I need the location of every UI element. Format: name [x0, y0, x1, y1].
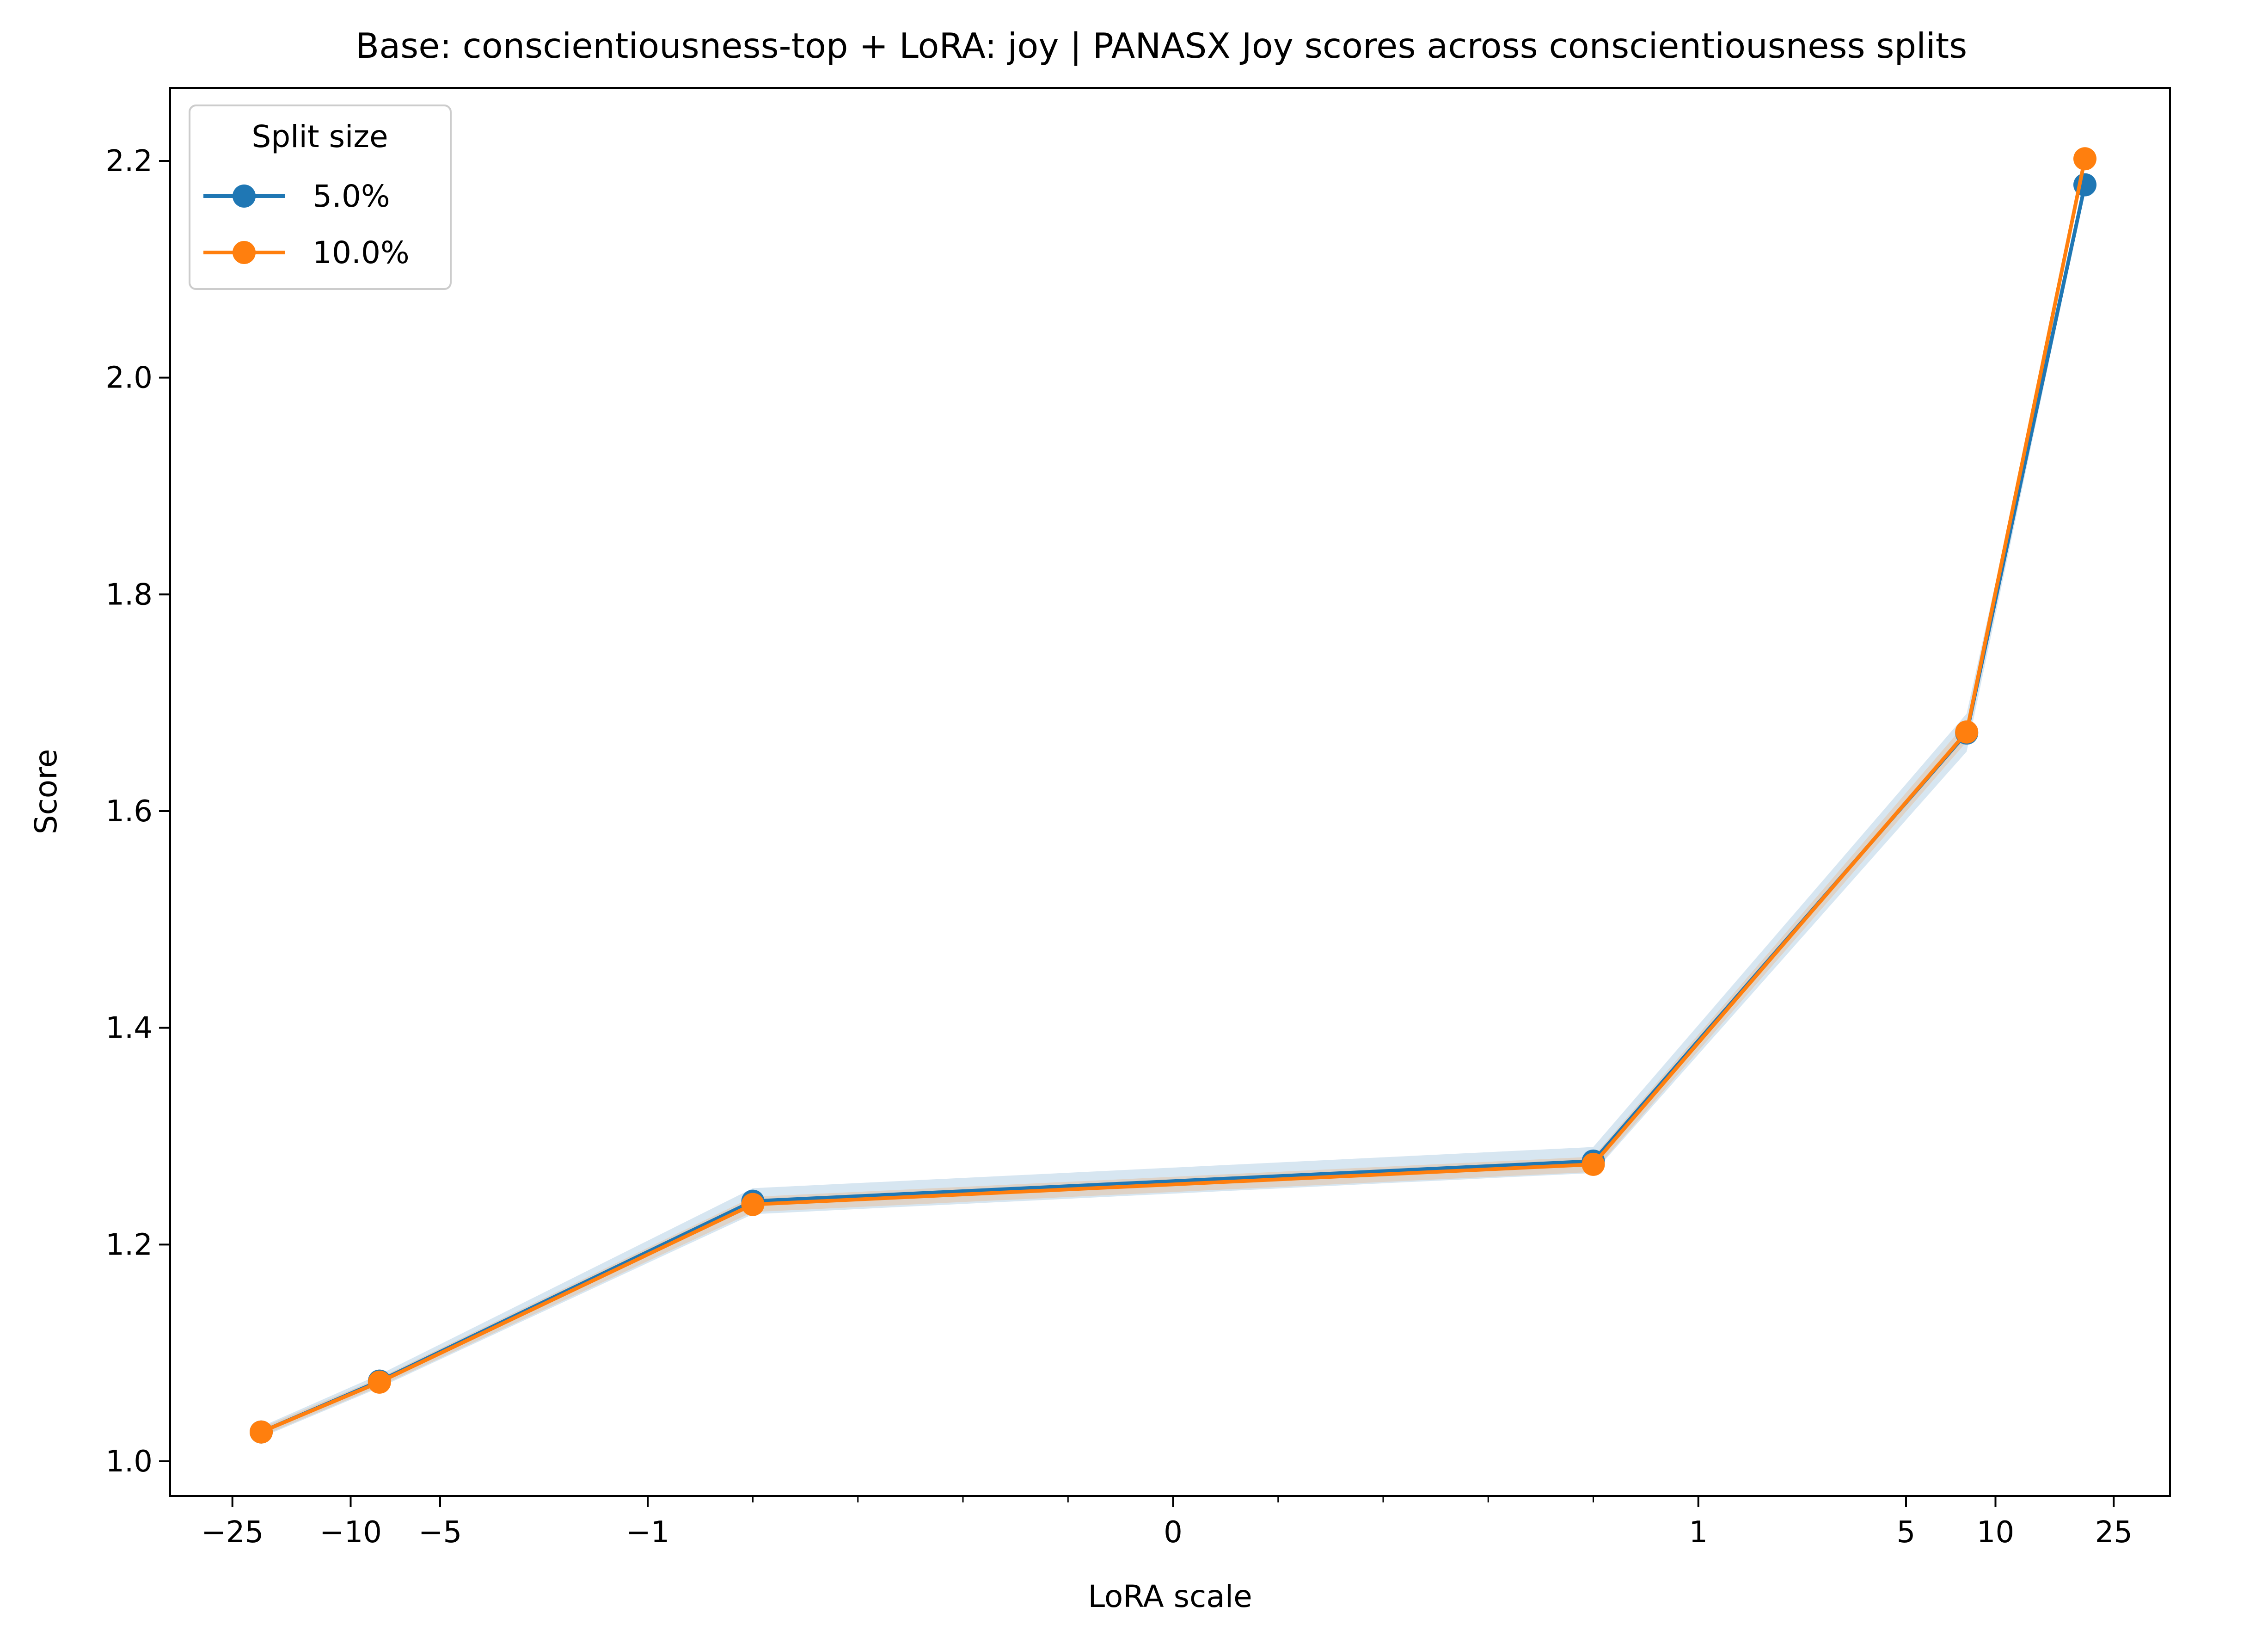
chart-title: Base: conscientiousness-top + LoRA: joy … — [356, 25, 1967, 66]
plot-area — [250, 147, 2096, 1444]
y-tick-label: 1.6 — [105, 794, 153, 829]
series-2-point — [2073, 147, 2096, 171]
legend-label-2: 10.0% — [313, 235, 410, 271]
series-2-point — [1955, 720, 1979, 744]
series-band-2 — [261, 154, 2085, 1437]
legend-entries: 5.0% 10.0% — [203, 178, 410, 271]
x-tick-label: 1 — [1689, 1515, 1708, 1550]
series-2-point — [1581, 1152, 1605, 1176]
x-tick-label: 0 — [1164, 1515, 1183, 1550]
x-tick-label: −10 — [319, 1515, 382, 1550]
legend-title: Split size — [251, 119, 388, 154]
y-tick-label: 1.0 — [105, 1445, 153, 1479]
legend-box — [189, 105, 452, 290]
x-tick-label: 10 — [1977, 1515, 2014, 1550]
series-2-point — [368, 1370, 391, 1394]
y-tick-label: 1.2 — [105, 1228, 153, 1262]
series-2-point — [741, 1193, 765, 1216]
y-tick-label: 1.4 — [105, 1011, 153, 1046]
y-tick-label: 2.0 — [105, 361, 153, 395]
x-tick-label: −5 — [418, 1515, 462, 1550]
x-tick-label: −1 — [626, 1515, 669, 1550]
series-2-point — [250, 1420, 273, 1444]
y-axis: 1.0 1.2 1.4 1.6 1.8 2.0 2.2 — [105, 144, 170, 1479]
legend-label-1: 5.0% — [313, 178, 390, 214]
x-tick-label: 5 — [1897, 1515, 1916, 1550]
series-line-2 — [260, 158, 2087, 1434]
x-tick-label: −25 — [201, 1515, 264, 1550]
x-axis-label: LoRA scale — [1088, 1579, 1252, 1614]
y-tick-label: 1.8 — [105, 578, 153, 612]
y-tick-label: 2.2 — [105, 144, 153, 178]
legend: Split size 5.0% 10.0% — [189, 105, 452, 290]
y-axis-label: Score — [28, 749, 64, 835]
legend-marker-2 — [233, 241, 256, 264]
plot-frame — [169, 87, 2171, 1497]
x-tick-label: 25 — [2095, 1515, 2133, 1550]
legend-marker-1 — [233, 185, 256, 208]
x-axis: −25 −10 −5 −1 0 1 5 10 25 — [201, 1496, 2133, 1550]
